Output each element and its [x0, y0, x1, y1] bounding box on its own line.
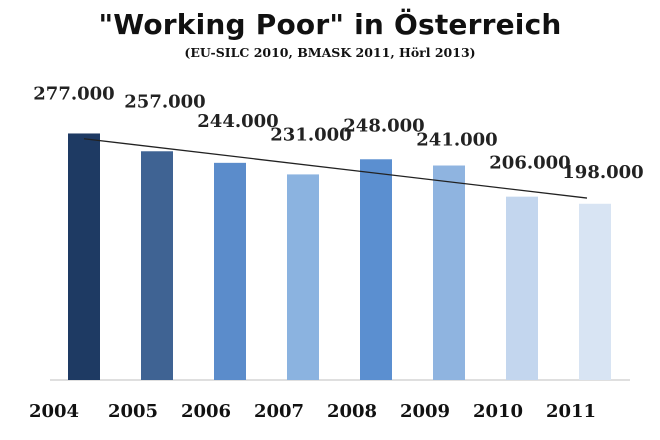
bar-2004: [68, 133, 100, 380]
data-label-2009: 241.000: [416, 130, 497, 151]
bar-2009: [433, 165, 465, 380]
x-tick-label-2005: 2005: [108, 401, 158, 422]
chart-subtitle: (EU-SILC 2010, BMASK 2011, Hörl 2013): [184, 45, 476, 60]
bar-2008: [360, 159, 392, 380]
x-tick-label-2010: 2010: [473, 401, 523, 422]
data-label-2006: 244.000: [197, 111, 278, 132]
data-label-2011: 198.000: [562, 162, 643, 183]
chart-title: "Working Poor" in Österreich: [98, 8, 562, 41]
data-label-2004: 277.000: [33, 83, 114, 104]
bar-2007: [287, 174, 319, 380]
trendline: [83, 138, 588, 199]
bar-2010: [506, 196, 538, 380]
x-tick-label-2007: 2007: [254, 401, 304, 422]
x-tick-label-2008: 2008: [327, 401, 377, 422]
x-tick-label-2011: 2011: [546, 401, 596, 422]
x-tick-label-2006: 2006: [181, 401, 231, 422]
data-label-2008: 248.000: [343, 115, 424, 136]
data-label-2010: 206.000: [489, 153, 570, 174]
x-tick-label-2004: 2004: [29, 401, 79, 422]
bar-2005: [141, 151, 173, 380]
bar-2006: [214, 162, 246, 380]
x-tick-label-2009: 2009: [400, 401, 450, 422]
data-label-2007: 231.000: [270, 124, 351, 145]
bar-2011: [579, 203, 611, 380]
data-label-2005: 257.000: [124, 91, 205, 112]
